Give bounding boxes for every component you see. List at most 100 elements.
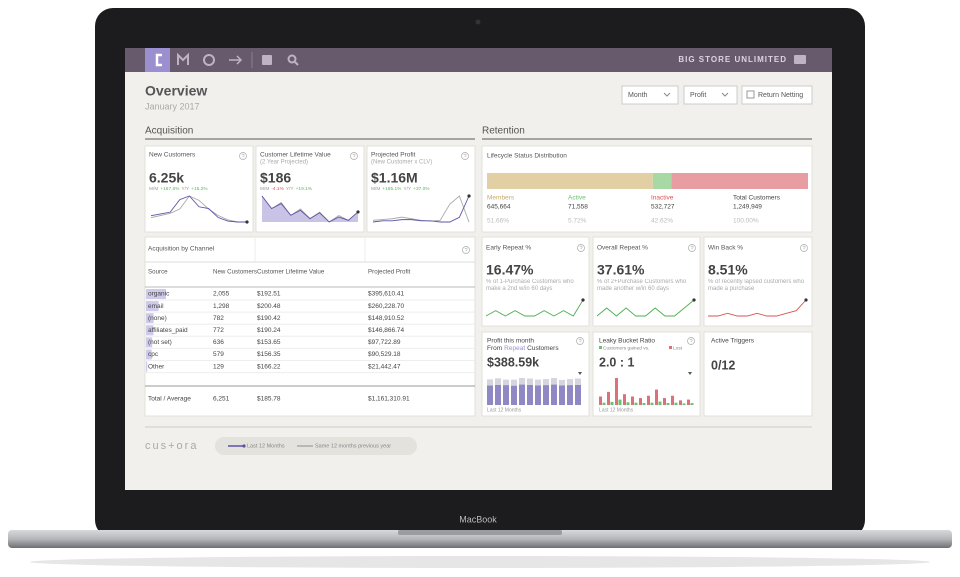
trend-current-area xyxy=(262,196,358,222)
legend-label: Customers gained vs. xyxy=(603,345,649,351)
table-cell: $21,442.47 xyxy=(368,363,401,370)
table-cell: (none) xyxy=(148,315,167,322)
page-subtitle: January 2017 xyxy=(145,101,200,111)
help-glyph xyxy=(690,245,694,251)
segment-name: Members xyxy=(487,195,515,202)
trend-previous xyxy=(150,195,247,223)
help-icon[interactable] xyxy=(800,244,808,252)
help-icon[interactable] xyxy=(577,244,585,252)
lost-bar xyxy=(647,395,650,405)
help-icon[interactable] xyxy=(462,246,470,254)
legend-label: Last 12 Months xyxy=(247,443,285,449)
kpi-subtitle: (New Customer x CLV) xyxy=(371,160,432,166)
distribution-segment xyxy=(652,173,672,189)
subtitle-suffix: Customers xyxy=(527,345,559,352)
table-cell: cpc xyxy=(148,351,159,358)
nav-icon[interactable] xyxy=(203,54,215,66)
kpi-yy_label: Y/Y xyxy=(286,186,295,192)
rate-description: % of 2+Purchase Customers who made anoth… xyxy=(597,279,687,292)
legend-label: Same 12 months previous year xyxy=(315,443,391,449)
trend-current xyxy=(372,195,470,223)
lost-bar xyxy=(639,398,642,405)
gained-bar xyxy=(674,402,678,405)
profit-bar-previous xyxy=(487,379,493,386)
table-cell: 1,298 xyxy=(213,303,230,310)
kpi-mm_label: M/M xyxy=(149,186,158,192)
notch xyxy=(398,530,562,535)
help-icon[interactable] xyxy=(461,152,469,160)
table-cell: 636 xyxy=(213,339,224,346)
profit-bar-previous xyxy=(535,379,541,386)
rate-value: 37.61% xyxy=(597,262,645,278)
total-name: Total Customers xyxy=(733,195,781,202)
rate-trend-end xyxy=(692,298,696,302)
help-icon[interactable] xyxy=(576,337,584,345)
table-title: Acquisition by Channel xyxy=(148,246,215,253)
profit-bar xyxy=(535,385,541,405)
channel-bar xyxy=(146,313,154,324)
channel-bar xyxy=(146,301,159,312)
table-cell: $200.48 xyxy=(257,303,281,310)
card-title: Leaky Bucket Ratio xyxy=(599,338,655,345)
card xyxy=(366,145,476,233)
lost-bar xyxy=(615,378,618,405)
help-glyph xyxy=(802,245,806,251)
help-icon[interactable] xyxy=(239,152,247,160)
nav-icon[interactable] xyxy=(229,55,243,65)
channel-bar xyxy=(146,289,166,299)
table-cell: $148,910.52 xyxy=(368,315,405,322)
dropdown[interactable] xyxy=(688,372,692,375)
segment-share: 51.66% xyxy=(487,218,509,225)
profit-bar xyxy=(503,385,509,405)
profit-bar xyxy=(543,385,549,405)
legend-swatch xyxy=(669,346,672,349)
chevron xyxy=(663,92,671,97)
table-cell: $260,228.70 xyxy=(368,303,405,310)
profit-bar xyxy=(495,384,501,405)
card-title: Overall Repeat % xyxy=(597,245,648,252)
period-select[interactable] xyxy=(621,85,679,105)
dropdown[interactable] xyxy=(578,372,582,375)
profit-bar xyxy=(559,385,565,405)
gained-bar xyxy=(650,402,654,405)
checkbox-label: Return Netting xyxy=(758,92,803,99)
kpi-change: M/M -4.1% Y/Y +19.1% xyxy=(260,186,313,192)
help-icon[interactable] xyxy=(688,244,696,252)
table-cell: $146,866.74 xyxy=(368,327,405,334)
profit-bar-previous xyxy=(527,378,533,385)
nav-icon[interactable] xyxy=(177,52,189,65)
segment-count: 532,727 xyxy=(651,204,675,211)
table-cell: $190.42 xyxy=(257,315,281,322)
chevron xyxy=(721,92,729,97)
help-icon[interactable] xyxy=(350,152,358,160)
chat-icon[interactable] xyxy=(794,55,806,64)
table-cell: $190.24 xyxy=(257,327,281,334)
nav-icon[interactable] xyxy=(262,55,272,65)
table-cell: 129 xyxy=(213,363,224,370)
profit-bar xyxy=(519,384,525,405)
device-label: MacBook xyxy=(459,514,497,524)
help-icon[interactable] xyxy=(687,337,695,345)
rate-value: 16.47% xyxy=(486,262,534,278)
description-box: % of 1-Purchase Customers who make a 2nd… xyxy=(486,279,574,292)
card xyxy=(481,236,590,327)
nav-search xyxy=(294,61,299,66)
profit-bar-previous xyxy=(575,378,581,385)
legend-dot xyxy=(242,444,246,448)
nav-search[interactable] xyxy=(287,54,297,64)
gained-bar xyxy=(610,401,614,405)
kpi-yy_label: Y/Y xyxy=(181,186,190,192)
netting-toggle[interactable] xyxy=(741,85,813,105)
table-cell: $90,529.18 xyxy=(368,351,401,358)
card-title: Lifecycle Status Distribution xyxy=(487,153,567,160)
distribution-segment xyxy=(671,173,808,189)
column-header: Source xyxy=(148,269,168,276)
card-subtitle: From Repeat Customers xyxy=(487,345,559,352)
checkbox[interactable] xyxy=(746,90,755,99)
rate-trend xyxy=(485,299,584,317)
kpi-value: 6.25k xyxy=(149,170,184,186)
column-header: Customer Lifetime Value xyxy=(257,269,325,276)
gained-bar xyxy=(666,403,670,405)
metric-select[interactable] xyxy=(683,85,738,105)
